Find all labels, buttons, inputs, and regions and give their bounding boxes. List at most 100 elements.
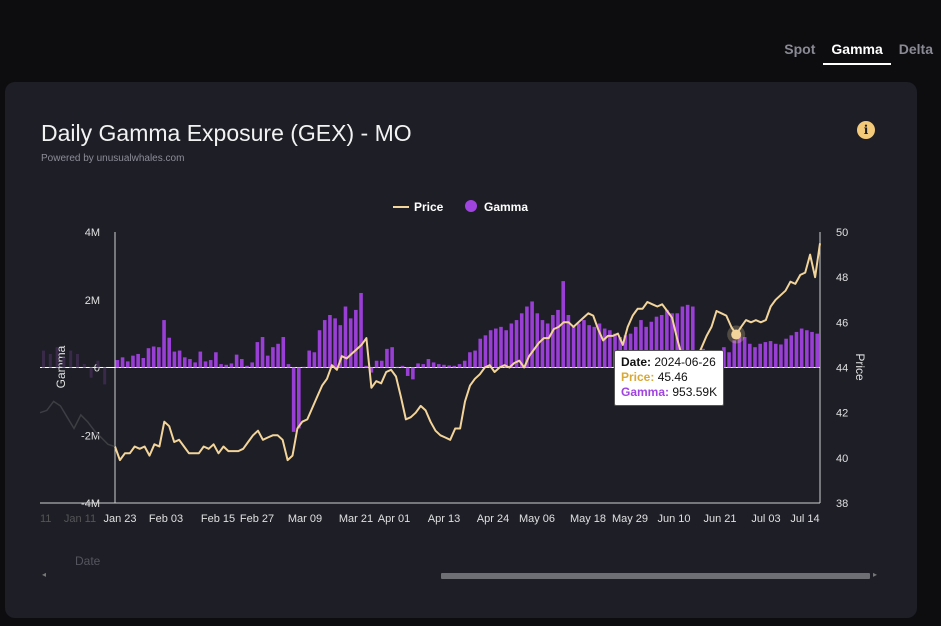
gamma-bar [571,326,576,368]
range-scrollbar-thumb[interactable] [441,573,870,579]
gamma-bar [255,342,260,368]
y-left-tick-label: 0 [94,363,100,375]
y-right-tick-label: 44 [836,363,848,375]
gamma-bar [768,341,773,368]
gamma-bar [240,359,244,368]
gamma-bar [141,358,146,368]
gamma-bar [157,347,161,368]
gamma-bar [364,365,369,368]
faded-gamma-bar [76,353,79,368]
gamma-bar [120,357,125,368]
tooltip-date: Date: 2024-06-26 [621,355,717,370]
gamma-bar [639,320,643,368]
gamma-bar [748,343,752,368]
gamma-bar [442,364,446,368]
gamma-bar [499,326,503,368]
tab-spot[interactable]: Spot [784,41,816,57]
gamma-bar [208,360,213,368]
gamma-bar [494,328,498,368]
y-right-tick-label: 42 [836,408,848,420]
gamma-bar [784,338,788,368]
gamma-bar [644,326,648,368]
x-tick-label: Jul 03 [751,513,780,525]
gamma-bar [338,325,343,368]
gamma-bar [602,328,607,368]
x-tick-label: May 06 [519,513,555,525]
gamma-bar [405,367,410,376]
gamma-bar [535,313,540,368]
y-right-tick-label: 46 [836,317,848,329]
gamma-bar [468,352,472,368]
gamma-bar [188,359,192,368]
gamma-bar [457,364,462,368]
y-right-tick-label: 50 [836,227,848,239]
gamma-bar [286,364,291,368]
highlight-point [731,329,742,340]
gamma-bar [473,350,477,368]
x-tick-label-partial: 11 [40,513,51,525]
gamma-bar [369,367,374,373]
gamma-bar [411,367,415,380]
gamma-bar [167,337,172,368]
faded-gamma-bar [48,353,52,368]
gamma-bar [348,318,353,368]
scroll-left-arrow-icon[interactable]: ◂ [42,570,47,579]
gamma-bar [260,337,265,368]
faded-gamma-bar [82,364,86,368]
legend-gamma-swatch [465,200,477,212]
tooltip-price: Price: 45.46 [621,370,717,385]
gamma-bar [691,306,695,368]
gamma-bar [359,292,363,368]
gamma-bar [483,335,488,368]
y-right-tick-label: 38 [836,498,848,510]
gamma-bar [354,309,358,368]
scroll-right-arrow-icon[interactable]: ▸ [873,570,878,579]
tooltip-date-value: 2024-06-26 [654,355,716,369]
gamma-bar [151,346,156,368]
tooltip-date-label: Date: [621,355,652,369]
gamma-bar [551,314,555,368]
faded-gamma-bar [69,350,73,368]
x-tick-label: Feb 03 [149,513,183,525]
faded-gamma-bar [62,357,66,368]
gamma-bar [488,330,493,368]
gamma-bar [649,321,654,368]
gamma-bar [587,325,591,368]
gamma-bar [530,301,534,368]
gamma-bar [172,351,177,368]
y-right-axis-title: Price [853,353,867,381]
y-right-tick-label: 48 [836,272,848,284]
tooltip-gamma-value: 953.59K [672,385,718,399]
gamma-bar [281,337,286,368]
gamma-bar [250,362,254,368]
gamma-bar [462,360,467,368]
view-tabs: Spot Gamma Delta [776,38,941,65]
gamma-bar [763,342,768,368]
x-tick-label: Feb 27 [240,513,274,525]
gamma-bar [592,326,597,368]
gamma-bar [374,360,379,368]
gamma-bar [421,364,426,368]
gamma-bar [582,320,586,368]
gamma-bar [276,343,280,368]
gamma-bar [514,320,519,368]
x-tick-label: Mar 09 [288,513,322,525]
gamma-bar [198,351,203,368]
faded-gamma-bar [55,347,59,368]
x-tick-label: Apr 01 [378,513,410,525]
tab-gamma[interactable]: Gamma [823,38,891,65]
gamma-bar [773,343,778,368]
gamma-bar [540,320,545,368]
gamma-bar [805,330,809,368]
x-tick-label: May 29 [612,513,648,525]
tab-delta[interactable]: Delta [898,41,933,57]
tooltip-price-label: Price: [621,370,655,384]
gamma-bar [162,320,166,368]
gamma-bar [317,330,322,368]
gamma-bar [665,309,669,368]
info-icon[interactable]: i [857,121,875,139]
gamma-bar [810,331,814,368]
x-tick-label: Apr 13 [428,513,460,525]
gamma-bar [245,365,249,368]
